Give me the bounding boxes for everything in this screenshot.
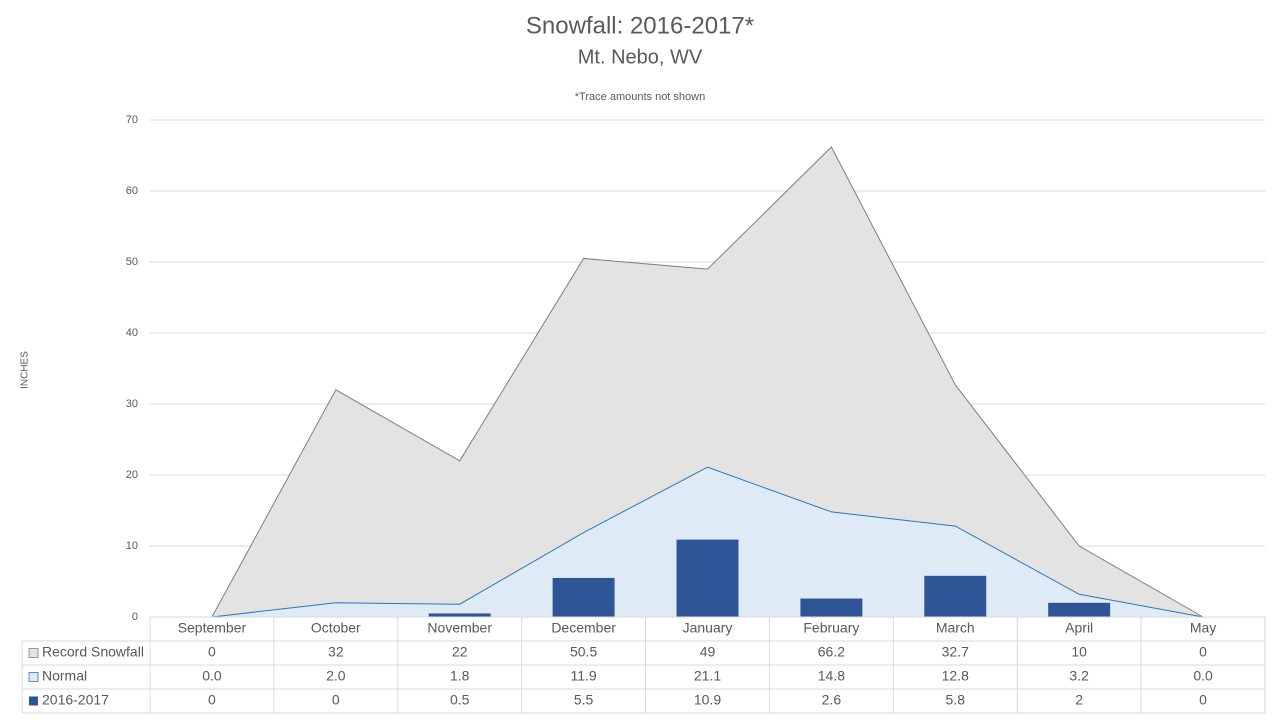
x-tick-label: February bbox=[803, 620, 859, 636]
bar bbox=[552, 577, 615, 617]
x-tick-label: May bbox=[1190, 620, 1216, 636]
y-axis-label: INCHES bbox=[20, 351, 31, 389]
bar bbox=[428, 613, 491, 617]
legend-label: 2016-2017 bbox=[42, 692, 109, 708]
legend-key bbox=[29, 696, 38, 706]
table-value: 49 bbox=[700, 644, 716, 660]
bar bbox=[676, 539, 739, 617]
legend-label: Record Snowfall bbox=[42, 644, 144, 660]
x-tick-label: September bbox=[178, 620, 247, 636]
x-tick-label: April bbox=[1065, 620, 1093, 636]
legend-key bbox=[28, 648, 39, 658]
table-value: 5.5 bbox=[574, 692, 594, 708]
table-value: 0 bbox=[208, 644, 216, 660]
table-value: 0 bbox=[1199, 644, 1207, 660]
table-value: 50.5 bbox=[570, 644, 597, 660]
chart-title: Snowfall: 2016-2017* bbox=[526, 12, 754, 39]
table-value: 0.0 bbox=[202, 668, 222, 684]
legend-key bbox=[28, 672, 39, 682]
table-value: 32 bbox=[328, 644, 344, 660]
area bbox=[211, 146, 1204, 618]
table-value: 21.1 bbox=[694, 668, 721, 684]
table-value: 5.8 bbox=[946, 692, 966, 708]
y-tick-label: 70 bbox=[126, 114, 138, 126]
bar bbox=[800, 598, 863, 617]
table-value: 2.6 bbox=[822, 692, 842, 708]
table-value: 0 bbox=[1199, 692, 1207, 708]
legend-label: Normal bbox=[42, 668, 87, 684]
table-value: 22 bbox=[452, 644, 468, 660]
note: *Trace amounts not shown bbox=[575, 91, 705, 103]
chart-subtitle: Mt. Nebo, WV bbox=[578, 46, 703, 68]
y-tick-label: 60 bbox=[126, 185, 138, 197]
x-tick-label: January bbox=[683, 620, 733, 636]
y-tick-label: 50 bbox=[126, 256, 138, 268]
area-line bbox=[211, 146, 1204, 618]
y-tick-label: 10 bbox=[126, 540, 138, 552]
x-tick-label: November bbox=[427, 620, 492, 636]
table-value: 14.8 bbox=[818, 668, 845, 684]
table-value: 0 bbox=[332, 692, 340, 708]
x-tick-label: March bbox=[936, 620, 975, 636]
table-value: 32.7 bbox=[942, 644, 969, 660]
table-value: 66.2 bbox=[818, 644, 845, 660]
bar bbox=[924, 575, 987, 617]
table-value: 1.8 bbox=[450, 668, 470, 684]
y-tick-label: 20 bbox=[126, 469, 138, 481]
table-value: 12.8 bbox=[942, 668, 969, 684]
x-tick-label: December bbox=[551, 620, 616, 636]
y-tick-label: 30 bbox=[126, 398, 138, 410]
table-value: 2.0 bbox=[326, 668, 346, 684]
table-value: 11.9 bbox=[571, 668, 597, 684]
table-value: 10.9 bbox=[694, 692, 721, 708]
table-value: 0.5 bbox=[450, 692, 470, 708]
y-tick-label: 0 bbox=[132, 611, 138, 623]
table-value: 0 bbox=[208, 692, 216, 708]
table-value: 3.2 bbox=[1069, 668, 1089, 684]
area-line bbox=[211, 466, 1204, 618]
table-value: 0.0 bbox=[1193, 668, 1213, 684]
x-tick-label: October bbox=[311, 620, 361, 636]
table-value: 2 bbox=[1075, 692, 1083, 708]
table-value: 10 bbox=[1071, 644, 1087, 660]
bar bbox=[1048, 602, 1111, 617]
y-tick-label: 40 bbox=[126, 327, 138, 339]
